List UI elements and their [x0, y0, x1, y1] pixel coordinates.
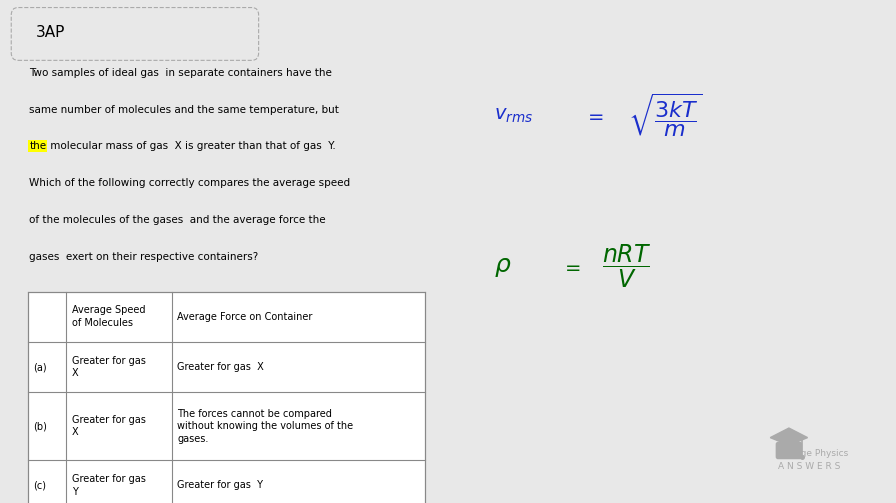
- FancyBboxPatch shape: [12, 8, 259, 60]
- Text: Two samples of ideal gas  in separate containers have the: Two samples of ideal gas in separate con…: [30, 68, 332, 78]
- Text: Greater for gas
Y: Greater for gas Y: [72, 474, 145, 496]
- Text: College Physics
A N S W E R S: College Physics A N S W E R S: [778, 449, 848, 471]
- Text: Average Force on Container: Average Force on Container: [177, 312, 313, 322]
- Text: $=$: $=$: [583, 106, 604, 125]
- Text: $\sqrt{\dfrac{3kT}{m}}$: $\sqrt{\dfrac{3kT}{m}}$: [628, 92, 702, 139]
- Text: The forces cannot be compared
without knowing the volumes of the
gases.: The forces cannot be compared without kn…: [177, 409, 353, 444]
- Text: same number of molecules and the same temperature, but: same number of molecules and the same te…: [30, 105, 339, 115]
- Text: gases  exert on their respective containers?: gases exert on their respective containe…: [30, 252, 258, 262]
- Text: Greater for gas  Y: Greater for gas Y: [177, 480, 263, 490]
- Bar: [28, 292, 425, 503]
- Text: $\dfrac{nRT}{V}$: $\dfrac{nRT}{V}$: [601, 243, 650, 290]
- Text: Average Speed
of Molecules: Average Speed of Molecules: [72, 305, 145, 328]
- Text: the: the: [30, 141, 47, 151]
- Text: Greater for gas
X: Greater for gas X: [72, 356, 145, 378]
- FancyBboxPatch shape: [776, 442, 802, 459]
- Polygon shape: [771, 428, 807, 445]
- Text: Which of the following correctly compares the average speed: Which of the following correctly compare…: [30, 178, 350, 188]
- Text: $\rho$: $\rho$: [495, 255, 512, 279]
- Text: Greater for gas
X: Greater for gas X: [72, 415, 145, 438]
- Text: (c): (c): [33, 480, 47, 490]
- Text: (b): (b): [33, 422, 47, 431]
- Text: of the molecules of the gases  and the average force the: of the molecules of the gases and the av…: [30, 215, 326, 225]
- Text: $v_{rms}$: $v_{rms}$: [495, 106, 534, 125]
- Text: (a): (a): [33, 362, 47, 372]
- Text: molecular mass of gas  X is greater than that of gas  Y.: molecular mass of gas X is greater than …: [47, 141, 336, 151]
- Text: $=$: $=$: [561, 257, 582, 276]
- Text: 3AP: 3AP: [36, 25, 65, 40]
- Text: Greater for gas  X: Greater for gas X: [177, 362, 264, 372]
